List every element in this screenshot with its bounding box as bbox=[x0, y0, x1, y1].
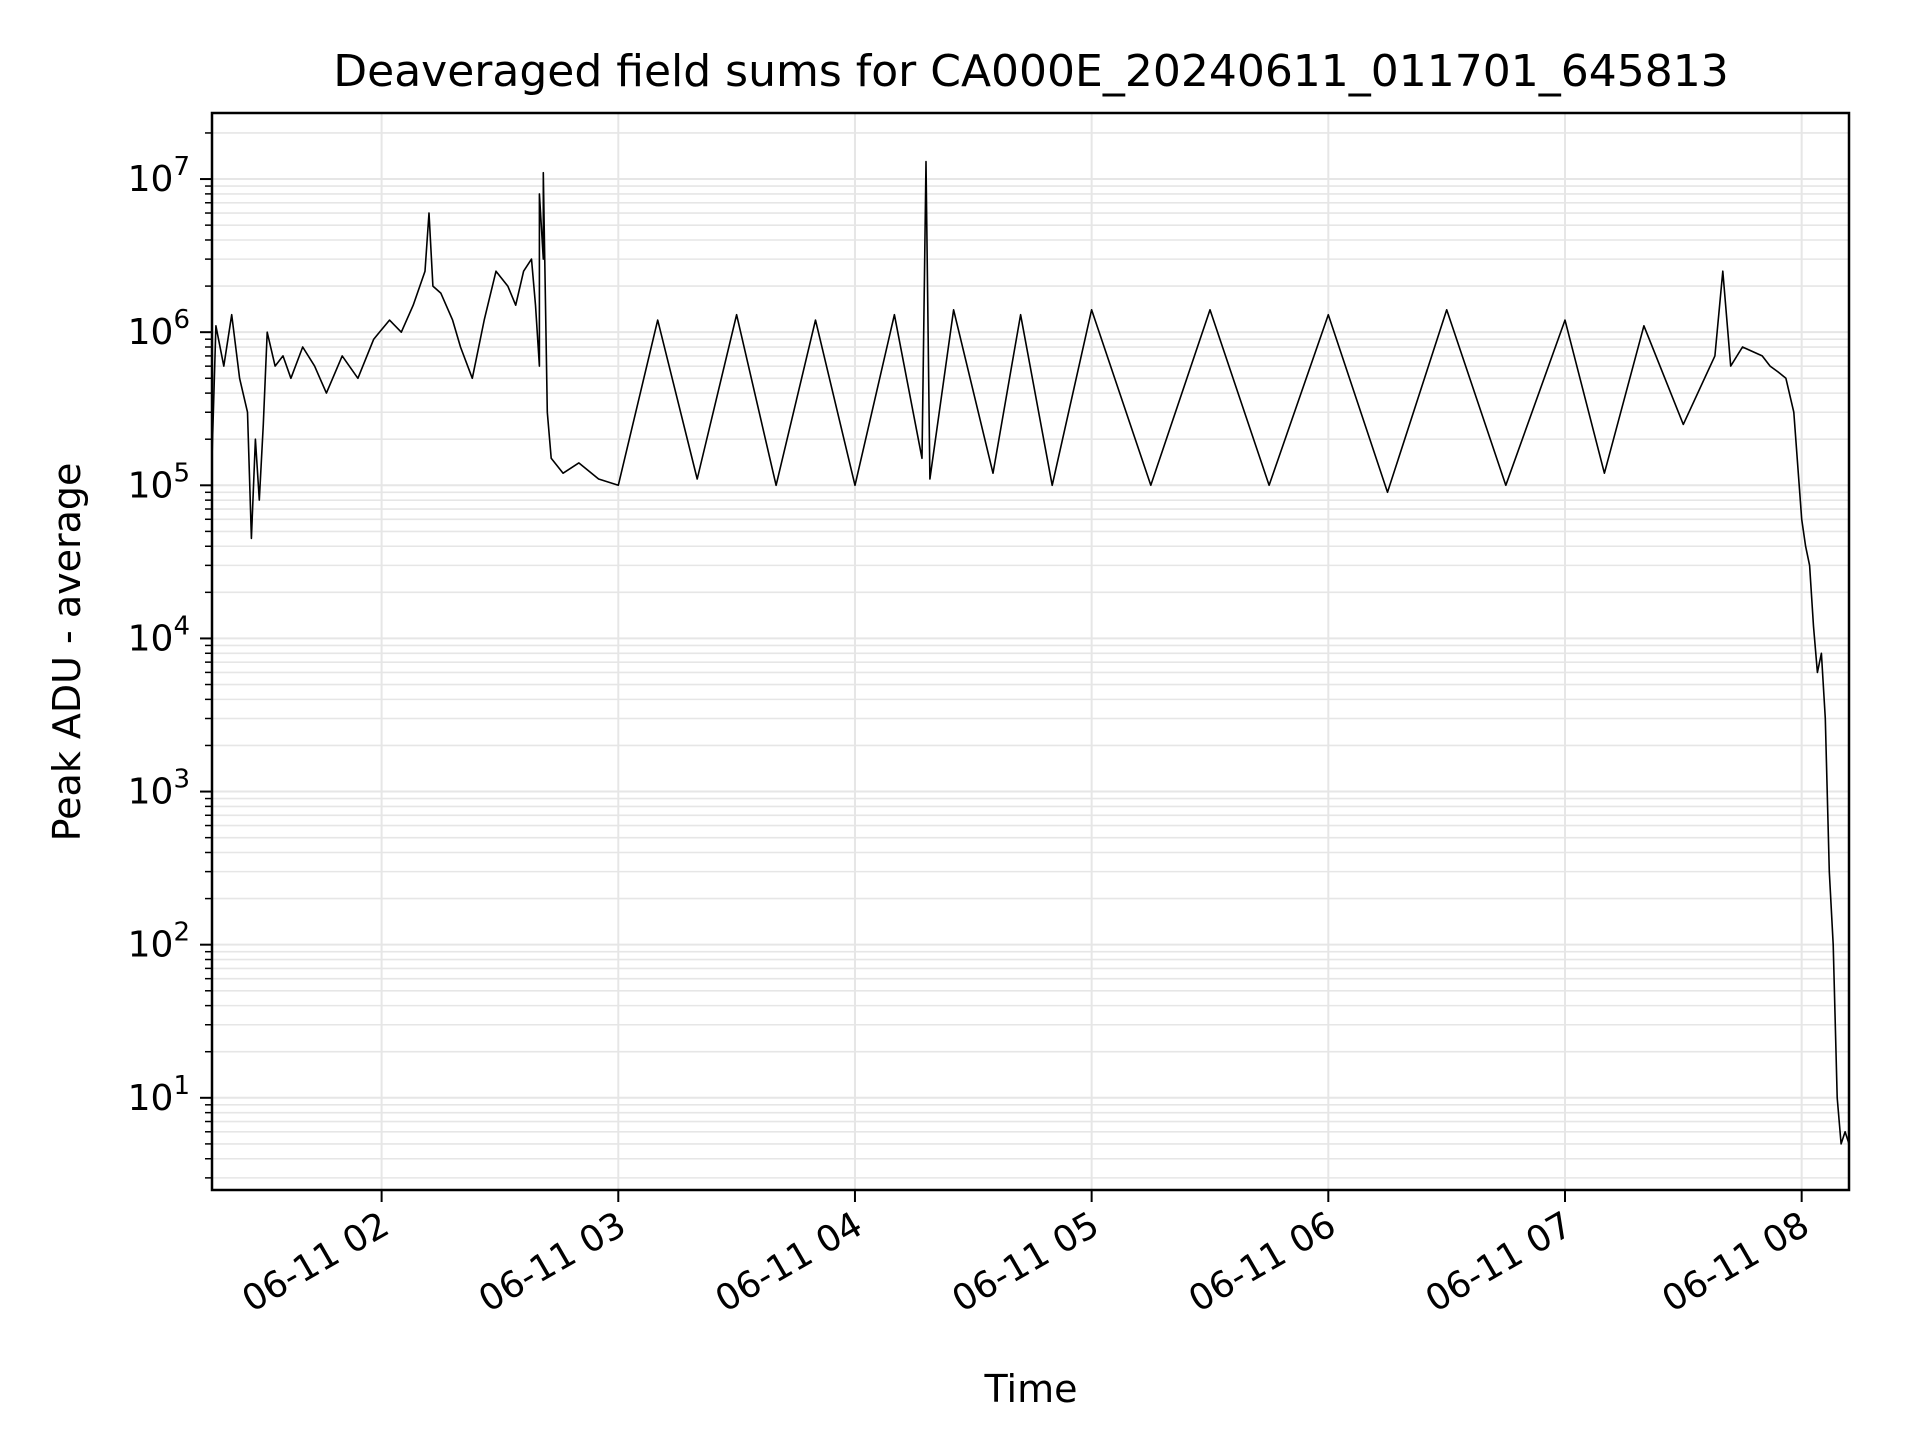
y-tick-label: 107 bbox=[128, 152, 190, 200]
x-axis-label: Time bbox=[984, 1367, 1078, 1411]
series-line bbox=[211, 160, 1850, 1145]
y-tick-label: 104 bbox=[128, 611, 190, 659]
series-layer bbox=[211, 160, 1850, 1145]
plot-frame bbox=[210, 111, 1851, 1192]
y-tick-label: 102 bbox=[128, 918, 190, 966]
y-axis: 101 102 103 104 105 106 107 bbox=[128, 132, 212, 1179]
y-axis-label: Peak ADU - average bbox=[45, 463, 89, 842]
y-tick-label: 105 bbox=[128, 458, 190, 506]
y-tick-label: 103 bbox=[128, 765, 190, 813]
chart-title: Deaveraged field sums for CA000E_2024061… bbox=[333, 46, 1728, 97]
grid-lines bbox=[212, 113, 1849, 1190]
y-tick-label: 101 bbox=[128, 1071, 190, 1119]
y-tick-label: 106 bbox=[128, 305, 190, 353]
